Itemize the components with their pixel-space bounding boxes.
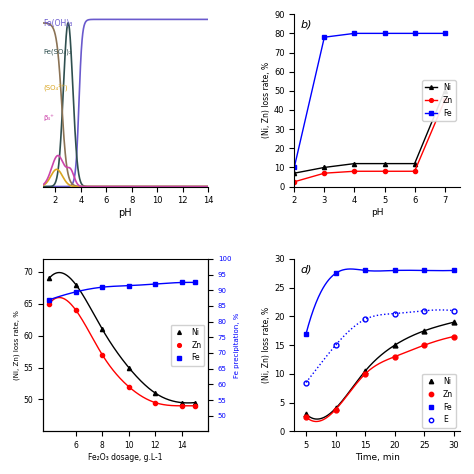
Line: Fe: Fe bbox=[47, 281, 197, 302]
Text: Fe(SO₄)₂: Fe(SO₄)₂ bbox=[43, 49, 72, 55]
Ni bbox=[321, 164, 327, 170]
Zn bbox=[126, 384, 132, 390]
Fe bbox=[321, 34, 327, 40]
Line: E: E bbox=[304, 308, 456, 385]
X-axis label: Time, min: Time, min bbox=[355, 453, 400, 462]
Y-axis label: Fe precipitation, %: Fe precipitation, % bbox=[234, 312, 240, 378]
Fe bbox=[73, 289, 79, 295]
Zn bbox=[412, 168, 418, 174]
Fe bbox=[192, 280, 198, 285]
Fe bbox=[303, 331, 309, 337]
Ni bbox=[392, 342, 398, 348]
Zn bbox=[321, 170, 327, 176]
Zn bbox=[46, 301, 52, 307]
Ni bbox=[362, 368, 368, 374]
Line: Zn: Zn bbox=[292, 98, 447, 184]
Ni bbox=[303, 411, 309, 417]
Ni bbox=[352, 161, 357, 166]
Y-axis label: (Ni, Zn) loss rate, %: (Ni, Zn) loss rate, % bbox=[14, 310, 20, 380]
Line: Zn: Zn bbox=[304, 334, 456, 419]
Fe bbox=[451, 268, 457, 273]
Line: Ni: Ni bbox=[304, 320, 456, 417]
Text: Fe(OH)₃: Fe(OH)₃ bbox=[43, 19, 73, 28]
Ni bbox=[412, 161, 418, 166]
X-axis label: Fe₂O₃ dosage, g.L-1: Fe₂O₃ dosage, g.L-1 bbox=[88, 453, 163, 462]
Ni bbox=[333, 406, 338, 411]
Text: b): b) bbox=[301, 19, 312, 29]
E bbox=[421, 308, 427, 313]
Fe bbox=[392, 268, 398, 273]
Zn bbox=[179, 403, 184, 409]
Ni bbox=[152, 390, 158, 396]
E bbox=[392, 311, 398, 317]
Zn bbox=[421, 342, 427, 348]
E bbox=[451, 308, 457, 313]
Ni bbox=[442, 88, 447, 94]
Ni bbox=[73, 282, 79, 287]
Zn bbox=[192, 403, 198, 409]
Fe bbox=[152, 281, 158, 287]
Fe bbox=[362, 268, 368, 273]
Fe bbox=[352, 30, 357, 36]
Fe bbox=[179, 280, 184, 285]
Text: d): d) bbox=[301, 264, 312, 274]
Ni bbox=[382, 161, 387, 166]
Ni bbox=[126, 365, 132, 370]
Text: β₄⁺: β₄⁺ bbox=[43, 114, 54, 121]
Legend: Ni, Zn, Fe, E: Ni, Zn, Fe, E bbox=[422, 374, 456, 428]
Fe bbox=[421, 268, 427, 273]
Y-axis label: (Ni, Zn) loss rate, %: (Ni, Zn) loss rate, % bbox=[262, 63, 271, 138]
Legend: Ni, Zn, Fe: Ni, Zn, Fe bbox=[422, 80, 456, 121]
Line: Ni: Ni bbox=[292, 89, 447, 175]
X-axis label: pH: pH bbox=[371, 208, 383, 217]
Line: Fe: Fe bbox=[292, 31, 447, 170]
Zn bbox=[73, 307, 79, 313]
Legend: Ni, Zn, Fe: Ni, Zn, Fe bbox=[171, 325, 204, 365]
Zn bbox=[451, 334, 457, 339]
Zn bbox=[362, 371, 368, 377]
Text: (SO₄²⁺): (SO₄²⁺) bbox=[43, 83, 68, 91]
E bbox=[362, 317, 368, 322]
Ni bbox=[192, 400, 198, 405]
Ni bbox=[46, 275, 52, 281]
Line: Ni: Ni bbox=[47, 276, 197, 405]
X-axis label: pH: pH bbox=[118, 208, 132, 218]
Zn bbox=[333, 407, 338, 412]
Line: Zn: Zn bbox=[47, 301, 197, 408]
Fe bbox=[292, 164, 297, 170]
Zn bbox=[392, 354, 398, 359]
Zn bbox=[382, 168, 387, 174]
Zn bbox=[442, 98, 447, 103]
Fe bbox=[382, 30, 387, 36]
Ni bbox=[451, 319, 457, 325]
Fe bbox=[333, 271, 338, 276]
E bbox=[333, 342, 338, 348]
Zn bbox=[152, 400, 158, 405]
E bbox=[303, 380, 309, 385]
Zn bbox=[352, 168, 357, 174]
Line: Fe: Fe bbox=[304, 268, 456, 336]
Zn bbox=[303, 414, 309, 420]
Ni bbox=[179, 400, 184, 405]
Ni bbox=[421, 328, 427, 334]
Fe bbox=[100, 284, 105, 290]
Zn bbox=[292, 179, 297, 185]
Zn bbox=[100, 352, 105, 357]
Fe bbox=[126, 283, 132, 289]
Y-axis label: (Ni, Zn) loss rate, %: (Ni, Zn) loss rate, % bbox=[262, 307, 271, 383]
Fe bbox=[46, 297, 52, 302]
Ni bbox=[292, 170, 297, 176]
Ni bbox=[100, 327, 105, 332]
Fe bbox=[412, 30, 418, 36]
Fe bbox=[442, 30, 447, 36]
